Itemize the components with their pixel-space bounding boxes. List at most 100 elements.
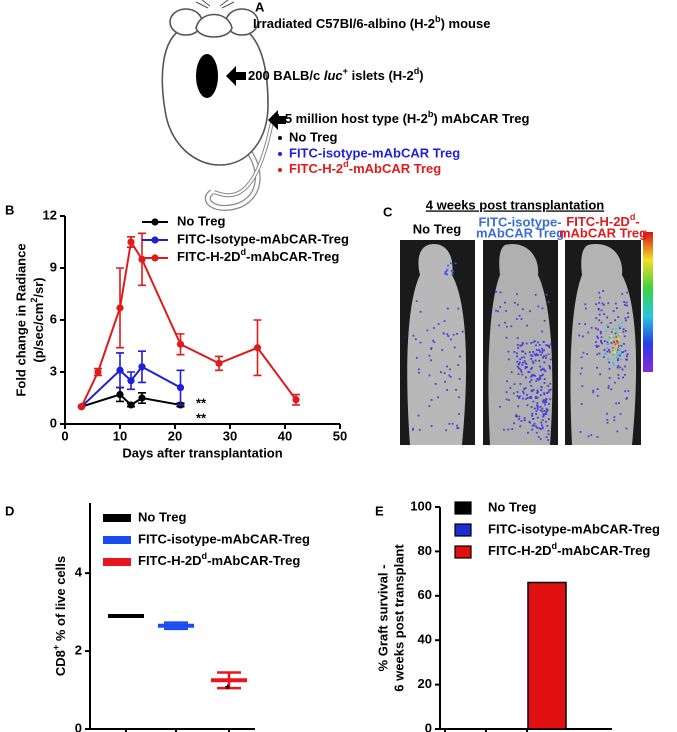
legend-label: No Treg (138, 509, 186, 524)
signal-dot (516, 365, 519, 368)
signal-dot (528, 371, 531, 374)
signal-dot (617, 365, 620, 367)
signal-dot (504, 301, 506, 304)
signal-dot (606, 342, 609, 345)
signal-dot (526, 324, 529, 327)
signal-dot (539, 406, 542, 408)
signal-dot (448, 422, 451, 425)
legend-swatch (454, 523, 472, 537)
signal-dot (522, 392, 525, 395)
signal-dot (516, 352, 518, 355)
signal-dot (595, 344, 598, 347)
signal-dot (533, 422, 536, 425)
signal-dot (507, 428, 510, 431)
signal-dot (534, 293, 537, 296)
signal-dot (543, 355, 545, 358)
signal-dot (615, 327, 617, 330)
signal-dot (623, 301, 626, 303)
signal-dot (525, 362, 528, 365)
signal-dot (513, 383, 516, 386)
signal-dot (627, 390, 630, 392)
signal-dot (618, 402, 620, 405)
superscript: d (630, 212, 636, 222)
signal-dot (595, 346, 598, 348)
signal-dot (523, 356, 526, 359)
signal-dot (596, 366, 599, 369)
signal-dot (541, 349, 544, 352)
signal-dot (458, 413, 460, 415)
signal-dot (598, 313, 601, 316)
text-part: (p/sec/cm (31, 303, 46, 363)
signal-dot (612, 348, 615, 351)
signal-dot (526, 394, 528, 396)
signal-dot (600, 336, 603, 339)
text-part: % of live cells (53, 556, 68, 645)
signal-dot (543, 392, 546, 394)
signal-dot (532, 341, 535, 343)
data-point (127, 377, 135, 385)
signal-dot (529, 354, 532, 357)
signal-dot (580, 403, 583, 405)
signal-dot (531, 355, 534, 357)
signal-dot (455, 388, 457, 391)
panel-title: 4 weeks post transplantation (426, 197, 604, 212)
signal-dot (619, 347, 622, 350)
signal-dot (624, 349, 627, 352)
signal-dot (530, 357, 533, 360)
signal-dot (621, 321, 623, 324)
signal-dot (581, 367, 583, 370)
signal-dot (539, 428, 542, 431)
signal-dot (547, 391, 550, 393)
data-point (138, 394, 146, 402)
signal-dot (445, 429, 448, 432)
signal-dot (616, 356, 619, 359)
signal-dot (616, 337, 619, 340)
signal-dot (541, 400, 544, 403)
signal-dot (533, 424, 536, 427)
signal-dot (537, 436, 540, 438)
signal-dot (451, 273, 454, 275)
text-part: ) mAbCAR Treg (433, 111, 529, 126)
signal-dot (540, 353, 542, 356)
signal-dot (612, 336, 615, 339)
signal-dot (581, 385, 584, 388)
signal-dot (627, 316, 630, 319)
panel-label: A (255, 0, 265, 14)
panel-label: B (5, 202, 14, 217)
signal-dot (516, 355, 518, 358)
signal-dot (598, 291, 601, 294)
signal-dot (548, 389, 551, 392)
signal-dot (451, 422, 454, 425)
signal-dot (542, 415, 545, 418)
signal-dot (456, 424, 459, 427)
signal-dot (545, 411, 548, 413)
signal-dot (548, 366, 551, 368)
signal-dot (542, 356, 544, 359)
signal-dot (503, 428, 505, 431)
signal-dot (446, 273, 449, 276)
signal-dot (613, 381, 616, 384)
signal-dot (611, 328, 614, 330)
legend-label: FITC-H-2Dd-mAbCAR-Treg (488, 541, 650, 558)
signal-dot (546, 392, 548, 394)
x-tick-label: 50 (333, 428, 347, 443)
signal-dot (536, 389, 539, 392)
signal-dot (517, 367, 520, 370)
signal-dot (539, 365, 541, 368)
signal-dot (520, 370, 523, 373)
signal-dot (600, 309, 603, 312)
signal-dot (612, 351, 614, 353)
signal-dot (521, 361, 524, 364)
signal-dot (444, 272, 447, 275)
signal-dot (613, 419, 616, 422)
signal-dot (612, 310, 615, 312)
signal-dot (544, 370, 547, 373)
signal-dot (538, 344, 541, 346)
y-tick-label: 4 (75, 565, 83, 580)
signal-dot (520, 420, 523, 422)
signal-dot (524, 367, 527, 370)
signal-dot (535, 425, 538, 428)
signal-dot (607, 302, 610, 305)
signal-dot (515, 415, 518, 418)
data-point (116, 366, 124, 374)
